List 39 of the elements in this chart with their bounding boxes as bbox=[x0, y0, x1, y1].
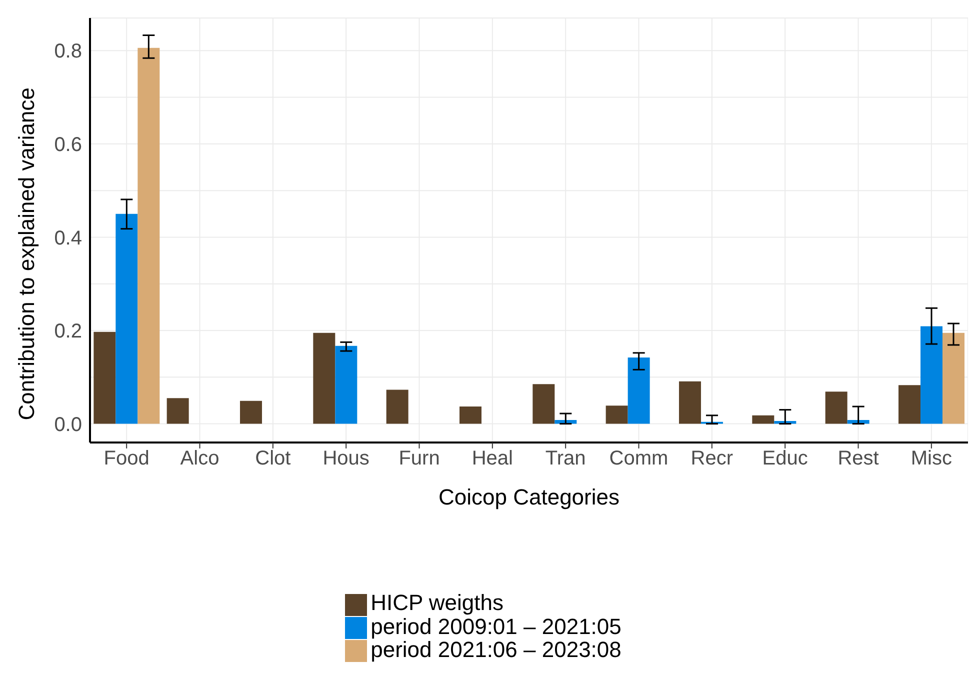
x-tick-label: Tran bbox=[545, 448, 586, 470]
bar bbox=[920, 326, 942, 424]
legend-label: period 2009:01 – 2021:05 bbox=[370, 614, 622, 639]
bar bbox=[386, 390, 408, 424]
bar bbox=[240, 400, 262, 424]
bar bbox=[138, 48, 160, 424]
legend-label: HICP weigths bbox=[370, 590, 504, 616]
bar bbox=[459, 406, 482, 424]
bar bbox=[532, 384, 555, 424]
bar bbox=[678, 381, 701, 424]
x-axis-title: Coicop Categories bbox=[438, 484, 620, 510]
x-tick-label: Food bbox=[104, 448, 150, 470]
y-tick-label: 0.0 bbox=[54, 414, 82, 436]
x-tick-label: Educ bbox=[762, 448, 808, 470]
x-tick-label: Hous bbox=[322, 448, 370, 470]
x-tick-label: Recr bbox=[690, 448, 734, 470]
x-tick-label: Misc bbox=[910, 448, 952, 470]
y-tick-label: 0.2 bbox=[54, 320, 82, 343]
x-tick-label: Furn bbox=[398, 448, 440, 470]
bar bbox=[606, 406, 628, 424]
bar bbox=[628, 358, 650, 424]
bar bbox=[313, 332, 336, 424]
y-tick-label: 0.6 bbox=[54, 134, 82, 156]
bar bbox=[166, 398, 189, 424]
bar bbox=[825, 392, 848, 424]
x-tick-label: Clot bbox=[255, 448, 292, 470]
bar bbox=[335, 346, 358, 424]
x-tick-label: Comm bbox=[609, 448, 668, 470]
y-axis-title: Contribution to explained variance bbox=[14, 88, 39, 420]
bar bbox=[94, 332, 116, 424]
bar bbox=[752, 415, 774, 424]
x-tick-label: Rest bbox=[838, 448, 880, 470]
x-tick-label: Alco bbox=[180, 448, 220, 470]
bar bbox=[898, 385, 920, 424]
bar bbox=[942, 332, 964, 424]
y-tick-label: 0.4 bbox=[54, 227, 82, 250]
x-tick-label: Heal bbox=[472, 448, 513, 470]
y-tick-label: 0.8 bbox=[54, 40, 82, 63]
bar bbox=[116, 214, 138, 424]
